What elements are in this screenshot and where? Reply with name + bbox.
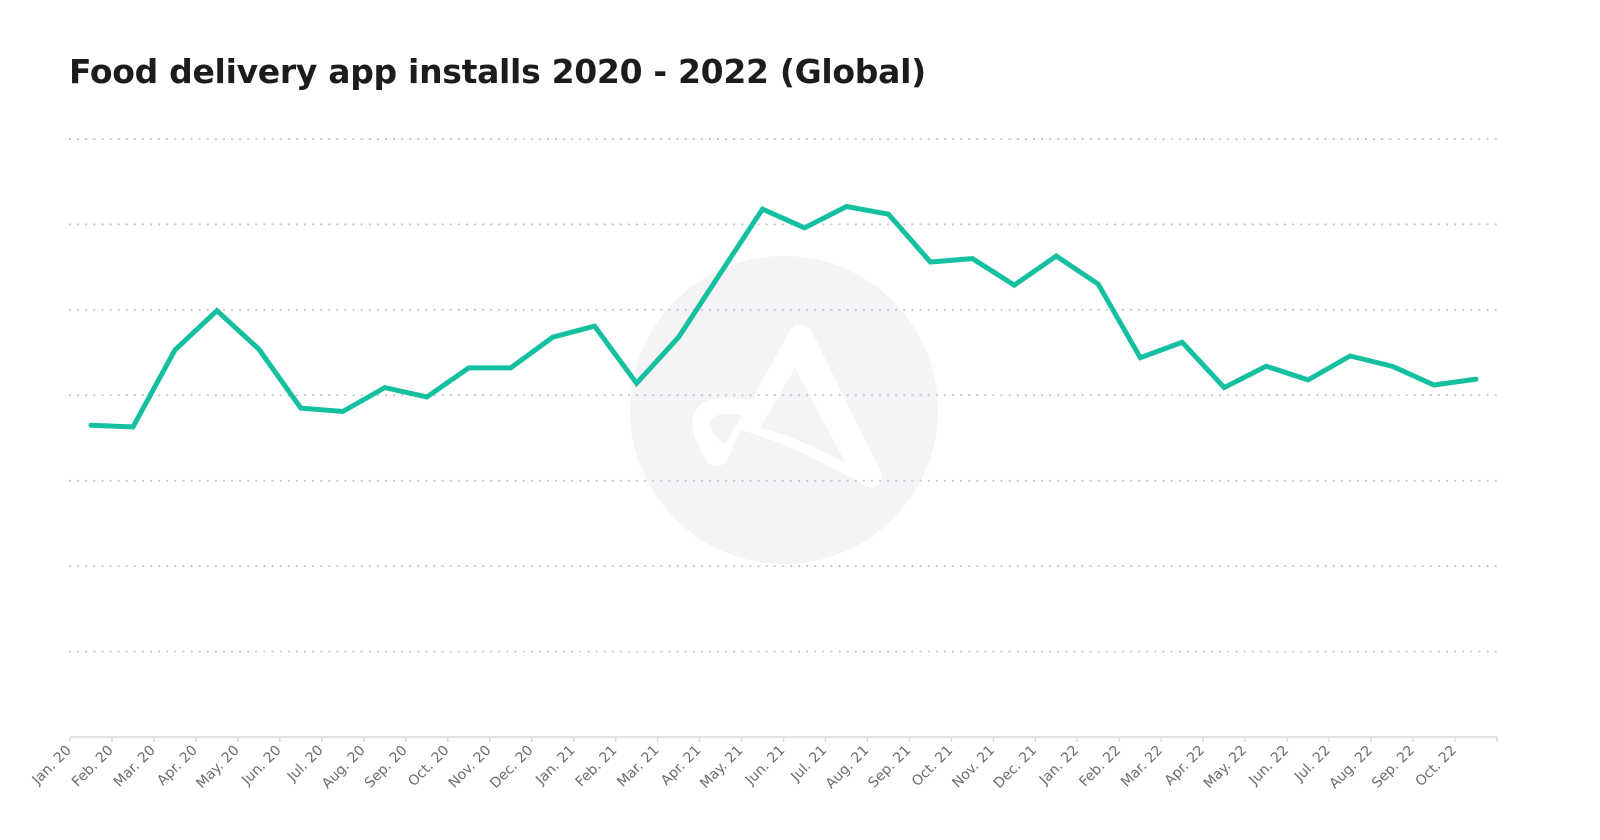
data-point [1388, 362, 1396, 370]
data-point [633, 379, 641, 387]
x-tick-label: Jan. 22 [1036, 743, 1082, 789]
data-point [1052, 252, 1060, 260]
x-tick-label: Feb. 22 [1076, 743, 1124, 791]
x-tick-label: Feb. 21 [573, 743, 621, 791]
x-tick-label: Mar. 20 [111, 743, 159, 791]
data-point [1010, 281, 1018, 289]
x-tick-label: Sep. 20 [362, 743, 411, 792]
watermark-logo-icon [630, 256, 938, 564]
data-point [968, 255, 976, 263]
data-point [549, 333, 557, 341]
data-point [675, 333, 683, 341]
data-point [1094, 280, 1102, 288]
x-tick-label: Oct. 22 [1413, 743, 1460, 790]
data-point [1304, 376, 1312, 384]
x-tick-label: Jun. 21 [742, 743, 788, 789]
x-tick-label: Jun. 22 [1246, 743, 1292, 789]
gridlines [68, 137, 1499, 653]
x-tick-label: Oct. 20 [405, 743, 452, 790]
series-line-installs [88, 203, 1479, 430]
data-point [884, 210, 892, 218]
x-tick-label: Sep. 22 [1369, 743, 1418, 792]
x-tick-label: Mar. 22 [1118, 743, 1166, 791]
data-point [507, 364, 515, 372]
x-tick-label: Oct. 21 [909, 743, 956, 790]
data-point [339, 408, 347, 416]
x-tick-label: Mar. 21 [614, 743, 662, 791]
data-point [465, 364, 473, 372]
data-point [1178, 338, 1186, 346]
chart-title: Food delivery app installs 2020 - 2022 (… [69, 52, 926, 91]
data-point [255, 345, 263, 353]
data-point [842, 202, 850, 210]
data-point [1346, 352, 1354, 360]
data-point [926, 258, 934, 266]
data-point [297, 404, 305, 412]
data-point [1430, 381, 1438, 389]
data-point [800, 224, 808, 232]
data-point [759, 205, 767, 213]
data-point [423, 393, 431, 401]
x-tick-label: Sep. 21 [865, 743, 914, 792]
data-point [591, 322, 599, 330]
x-tick-label: Aug. 20 [319, 743, 369, 793]
data-point [1220, 384, 1228, 392]
x-tick-label: Aug. 21 [823, 743, 873, 793]
x-tick-label: Dec. 20 [487, 743, 536, 792]
watermark-circle [630, 256, 938, 564]
x-tick-label: Dec. 21 [991, 743, 1040, 792]
watermark-glyph [692, 324, 882, 488]
x-tick-label: Jan. 20 [29, 743, 75, 789]
x-tick-label: Jun. 20 [238, 743, 284, 789]
x-tick-label: May. 20 [193, 743, 242, 792]
data-point [1136, 354, 1144, 362]
x-tick-label: May. 21 [697, 743, 746, 792]
data-point [717, 269, 725, 277]
x-tick-label: Aug. 22 [1326, 743, 1376, 793]
x-tick-label: Nov. 21 [949, 743, 998, 792]
data-point [171, 346, 179, 354]
data-point [381, 384, 389, 392]
x-tick-label: Feb. 20 [69, 743, 117, 791]
data-point [1472, 375, 1480, 383]
data-point [213, 307, 221, 315]
series-group [87, 202, 1480, 431]
x-tick-label: Jan. 21 [532, 743, 578, 789]
x-tick-label: Nov. 20 [446, 743, 495, 792]
x-tick-label: May. 22 [1201, 743, 1250, 792]
data-point [87, 421, 95, 429]
data-point [129, 423, 137, 431]
data-point [1262, 362, 1270, 370]
